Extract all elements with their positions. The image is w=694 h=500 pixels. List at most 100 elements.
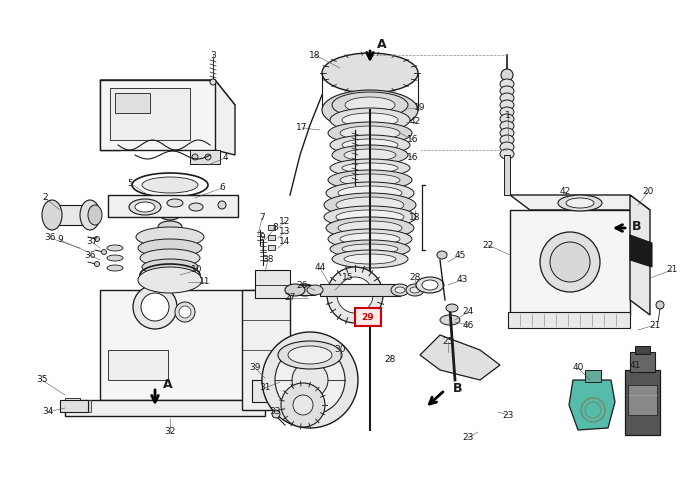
Ellipse shape	[500, 142, 514, 152]
Text: 1: 1	[505, 110, 511, 120]
Text: 36: 36	[84, 250, 96, 260]
Ellipse shape	[500, 121, 514, 131]
Ellipse shape	[342, 139, 398, 151]
Bar	[268, 235, 275, 240]
Ellipse shape	[285, 284, 305, 296]
Ellipse shape	[160, 210, 180, 220]
Text: 15: 15	[342, 274, 354, 282]
Polygon shape	[100, 80, 120, 150]
Text: 21: 21	[666, 266, 677, 274]
Ellipse shape	[344, 149, 396, 161]
Bar	[628, 385, 657, 415]
Ellipse shape	[278, 341, 342, 369]
Ellipse shape	[332, 92, 408, 118]
Text: 9: 9	[259, 234, 265, 242]
Ellipse shape	[129, 199, 161, 215]
Ellipse shape	[189, 203, 203, 211]
Ellipse shape	[324, 193, 416, 217]
Circle shape	[218, 201, 226, 209]
Text: 35: 35	[36, 376, 48, 384]
Ellipse shape	[142, 259, 198, 275]
Ellipse shape	[332, 250, 408, 268]
Text: 36: 36	[44, 234, 56, 242]
Text: 9: 9	[57, 236, 63, 244]
Ellipse shape	[328, 170, 412, 190]
Ellipse shape	[88, 205, 102, 225]
Ellipse shape	[135, 202, 155, 212]
Ellipse shape	[322, 90, 418, 130]
Text: 45: 45	[455, 250, 466, 260]
Ellipse shape	[336, 197, 404, 213]
Text: 34: 34	[42, 408, 53, 416]
Text: 42: 42	[409, 118, 421, 126]
Ellipse shape	[140, 249, 200, 267]
Ellipse shape	[500, 135, 514, 145]
Text: 32: 32	[164, 428, 176, 436]
Ellipse shape	[324, 206, 416, 228]
Ellipse shape	[566, 198, 594, 208]
Text: 37: 37	[86, 238, 98, 246]
Ellipse shape	[332, 145, 408, 165]
Bar	[320, 284, 400, 296]
Ellipse shape	[440, 315, 460, 325]
Ellipse shape	[330, 135, 410, 155]
Polygon shape	[510, 195, 650, 210]
Text: 16: 16	[407, 154, 418, 162]
Ellipse shape	[500, 100, 514, 110]
Ellipse shape	[406, 284, 424, 296]
Circle shape	[540, 232, 600, 292]
Circle shape	[293, 395, 313, 415]
Bar	[83, 400, 86, 412]
Bar	[510, 210, 630, 315]
Circle shape	[272, 410, 280, 418]
Ellipse shape	[330, 108, 410, 132]
Ellipse shape	[307, 285, 323, 295]
Text: 30: 30	[335, 346, 346, 354]
Text: 13: 13	[279, 228, 291, 236]
Text: 31: 31	[260, 384, 271, 392]
Ellipse shape	[437, 251, 447, 259]
Text: A: A	[163, 378, 173, 392]
Bar	[108, 195, 238, 217]
Polygon shape	[630, 195, 650, 315]
Text: 20: 20	[643, 188, 654, 196]
Ellipse shape	[340, 126, 400, 140]
Ellipse shape	[107, 265, 123, 271]
Circle shape	[292, 362, 328, 398]
Text: 39: 39	[249, 364, 261, 372]
Circle shape	[262, 332, 358, 428]
Ellipse shape	[167, 199, 183, 207]
Text: 23: 23	[502, 410, 514, 420]
Circle shape	[210, 79, 216, 85]
Bar	[630, 352, 655, 372]
Bar	[100, 80, 215, 150]
Ellipse shape	[410, 287, 420, 293]
Ellipse shape	[336, 210, 404, 224]
Ellipse shape	[340, 233, 400, 245]
Text: B: B	[453, 382, 463, 394]
Bar	[108, 350, 168, 380]
Text: 27: 27	[285, 294, 296, 302]
Ellipse shape	[328, 229, 412, 249]
Ellipse shape	[330, 159, 410, 177]
Text: 25: 25	[442, 338, 454, 346]
Ellipse shape	[138, 267, 202, 293]
Bar	[88, 400, 91, 412]
Text: 29: 29	[362, 312, 374, 322]
Circle shape	[550, 242, 590, 282]
Text: 40: 40	[573, 364, 584, 372]
Circle shape	[175, 302, 195, 322]
Polygon shape	[420, 335, 500, 380]
Text: 2: 2	[42, 194, 48, 202]
Text: 10: 10	[192, 266, 203, 274]
Text: 21: 21	[650, 320, 661, 330]
Circle shape	[101, 250, 106, 254]
Ellipse shape	[142, 177, 198, 193]
Text: 16: 16	[407, 136, 418, 144]
Text: 3: 3	[210, 50, 216, 59]
Ellipse shape	[138, 239, 202, 257]
Bar	[100, 290, 260, 400]
Ellipse shape	[342, 163, 398, 173]
Ellipse shape	[326, 182, 414, 204]
Bar	[68, 400, 71, 412]
